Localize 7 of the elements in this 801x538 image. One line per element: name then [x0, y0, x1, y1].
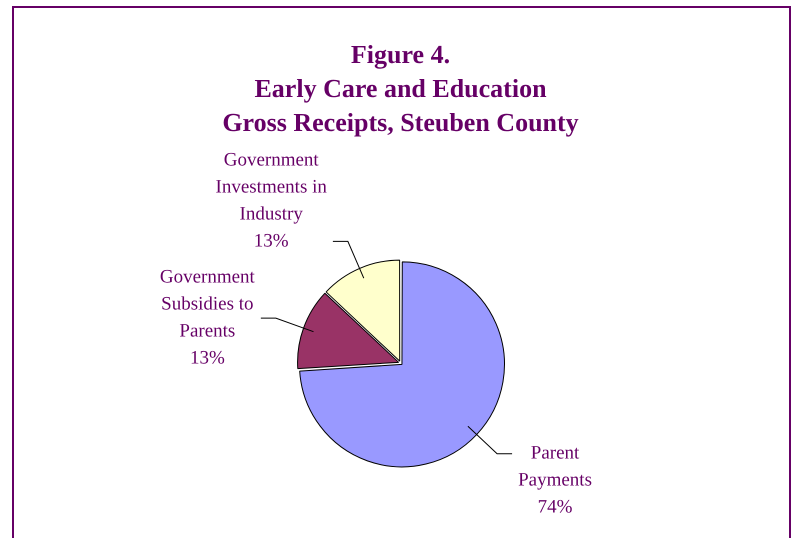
data-label: 74% — [538, 496, 573, 518]
slice-label: Government Investments in Industry — [216, 149, 328, 224]
slice-label: Parent Payments — [518, 442, 592, 491]
data-label: 13% — [190, 348, 225, 369]
data-label: 13% — [254, 230, 289, 252]
chart-title: Figure 4. Early Care and Education Gross Receipts, Steuben County — [221, 39, 580, 139]
slice-label: Government Subsidies to Parents — [160, 266, 256, 342]
